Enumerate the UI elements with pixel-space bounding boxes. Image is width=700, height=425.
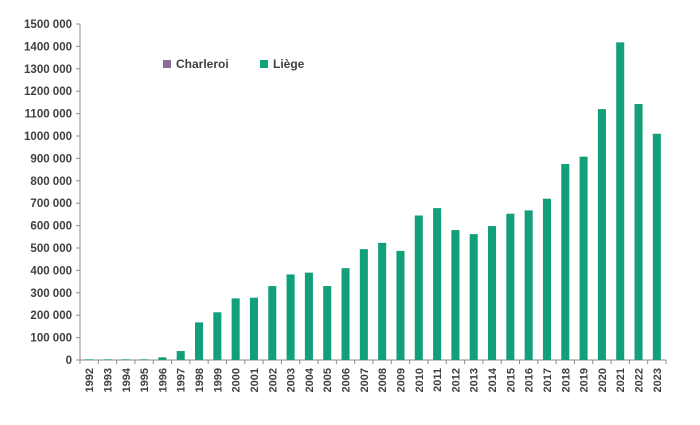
x-tick-label: 2022 [634, 368, 646, 392]
legend-swatch-charleroi [163, 60, 171, 68]
y-tick-label: 800 000 [30, 176, 72, 188]
bar-li-ge-2011 [433, 208, 442, 360]
bar-li-ge-2001 [249, 297, 258, 360]
bar-li-ge-2007 [359, 249, 368, 360]
x-tick-label: 2007 [359, 368, 371, 392]
bar-li-ge-1993 [103, 359, 112, 360]
x-tick-label: 2005 [322, 368, 334, 392]
bar-li-ge-2016 [524, 210, 533, 360]
x-tick-label: 2006 [341, 368, 353, 392]
x-tick-label: 2015 [505, 368, 517, 392]
bar-li-ge-2003 [286, 274, 295, 360]
y-tick-label: 0 [66, 355, 72, 367]
y-tick-label: 900 000 [30, 153, 72, 165]
x-tick-label: 2002 [267, 368, 279, 392]
legend: Charleroi Liège [163, 57, 305, 71]
y-tick-label: 1300 000 [24, 64, 72, 76]
bar-li-ge-1992 [85, 359, 94, 360]
x-tick-label: 2017 [542, 368, 554, 392]
x-tick-label: 2012 [450, 368, 462, 392]
x-tick-label: 2001 [249, 368, 261, 392]
x-tick-label: 2019 [579, 368, 591, 392]
bar-li-ge-2008 [378, 242, 387, 360]
legend-label-li-ge: Liège [273, 57, 305, 71]
x-tick-label: 1998 [194, 368, 206, 392]
bar-li-ge-2020 [597, 109, 606, 361]
bar-li-ge-2000 [231, 298, 240, 360]
x-tick-label: 1999 [212, 368, 224, 392]
x-tick-label: 2016 [524, 368, 536, 392]
y-tick-label: 200 000 [30, 310, 72, 322]
y-tick-label: 700 000 [30, 198, 72, 210]
bar-li-ge-2022 [634, 103, 643, 360]
x-tick-label: 2000 [231, 368, 243, 392]
bar-li-ge-2012 [451, 230, 460, 360]
bar-li-ge-1996 [158, 357, 167, 360]
x-tick-label: 2010 [414, 368, 426, 392]
x-tick-label: 1993 [102, 368, 114, 392]
x-tick-label: 2023 [652, 368, 664, 392]
y-tick-label: 1400 000 [24, 41, 72, 53]
bar-li-ge-1998 [195, 322, 204, 360]
x-tick-label: 2004 [304, 367, 316, 392]
y-tick-label: 1200 000 [24, 86, 72, 98]
bar-li-ge-2018 [561, 164, 570, 360]
y-tick-label: 500 000 [30, 243, 72, 255]
bars [85, 42, 661, 361]
bar-li-ge-2005 [323, 286, 332, 360]
y-tick-label: 1100 000 [25, 109, 72, 121]
x-tick-label: 2014 [487, 367, 499, 392]
bar-li-ge-1994 [121, 359, 130, 360]
x-tick-label: 1996 [157, 368, 169, 392]
x-tick-label: 2003 [286, 368, 298, 392]
bar-li-ge-2021 [616, 42, 625, 360]
x-tick-label: 2008 [377, 368, 389, 392]
bar-li-ge-2014 [488, 226, 497, 360]
x-axis: 1992 1993 1994 1995 1996 1997 1998 1999 2000 2001… [79, 359, 667, 392]
y-tick-label: 400 000 [30, 265, 72, 277]
bar-li-ge-2010 [414, 215, 423, 360]
bar-li-ge-2009 [396, 250, 405, 360]
y-tick-label: 600 000 [30, 221, 72, 233]
legend-swatch-li-ge [260, 60, 268, 68]
bar-li-ge-2006 [341, 268, 350, 360]
x-tick-label: 2009 [395, 368, 407, 392]
bar-li-ge-2017 [542, 198, 551, 360]
x-tick-label: 1995 [139, 368, 151, 392]
y-tick-label: 300 000 [30, 288, 72, 300]
x-tick-label: 2020 [597, 368, 609, 392]
x-tick-label: 1997 [176, 368, 188, 392]
x-tick-label: 1992 [84, 368, 96, 392]
bar-li-ge-2023 [652, 133, 661, 360]
y-tick-label: 1000 000 [24, 131, 72, 143]
bar-li-ge-2013 [469, 234, 478, 360]
bar-li-ge-2004 [304, 272, 313, 360]
bar-li-ge-2019 [579, 156, 588, 360]
x-tick-label: 2011 [432, 368, 444, 392]
y-tick-label: 100 000 [30, 333, 72, 345]
bar-li-ge-2002 [268, 286, 277, 360]
y-axis: 0 100 000 200 000 300 000 400 000 500 000 600 … [24, 19, 81, 367]
bar-li-ge-2015 [506, 213, 515, 360]
legend-label-charleroi: Charleroi [176, 57, 229, 71]
x-tick-label: 2021 [615, 368, 627, 392]
bar-li-ge-1997 [176, 351, 185, 360]
x-tick-label: 2013 [469, 368, 481, 392]
y-tick-label: 1500 000 [24, 19, 72, 31]
x-tick-label: 1994 [121, 367, 133, 392]
bar-li-ge-1995 [140, 359, 149, 360]
bar-li-ge-1999 [213, 312, 222, 360]
x-tick-label: 2018 [560, 368, 572, 392]
